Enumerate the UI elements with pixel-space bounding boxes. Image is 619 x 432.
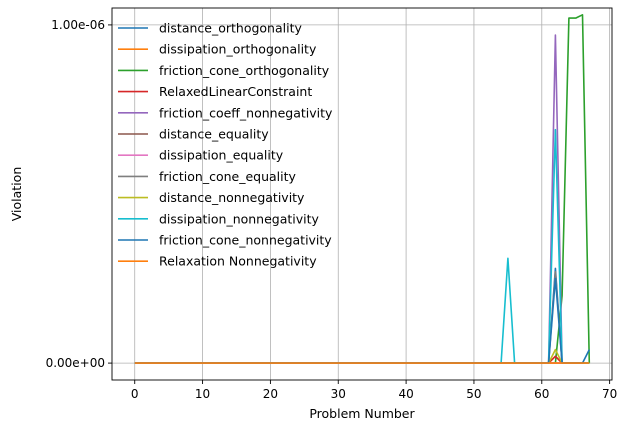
x-axis-label: Problem Number [309,406,415,421]
legend-label: friction_cone_orthogonality [159,63,330,78]
x-tick-label: 50 [466,387,481,401]
legend-label: friction_cone_equality [159,169,297,184]
legend-label: friction_coeff_nonnegativity [159,105,333,120]
legend-label: dissipation_orthogonality [159,42,317,57]
y-axis-ticks: 0.00e+00 1.00e-06 [46,18,112,370]
x-tick-label: 60 [534,387,549,401]
y-tick-label: 0.00e+00 [46,356,105,370]
y-tick-label: 1.00e-06 [51,18,105,32]
x-tick-label: 20 [263,387,278,401]
x-tick-label: 30 [331,387,346,401]
x-tick-label: 0 [131,387,139,401]
legend-label: dissipation_nonnegativity [159,211,320,226]
legend: distance_orthogonality dissipation_orthog… [118,21,333,269]
y-axis-label: Violation [9,167,24,221]
x-tick-label: 70 [602,387,617,401]
legend-label: distance_orthogonality [159,21,302,36]
plot-area-frame [111,7,613,381]
legend-label: distance_equality [159,127,269,142]
legend-label: distance_nonnegativity [159,190,305,205]
legend-label: Relaxation Nonnegativity [159,254,317,269]
legend-label: dissipation_equality [159,148,284,163]
x-tick-label: 10 [195,387,210,401]
legend-label: RelaxedLinearConstraint [159,84,312,99]
series-lines [134,14,591,364]
x-axis-ticks: 0 10 20 30 40 50 60 70 [131,380,617,401]
legend-label: friction_cone_nonnegativity [159,233,332,248]
x-tick-label: 40 [398,387,413,401]
